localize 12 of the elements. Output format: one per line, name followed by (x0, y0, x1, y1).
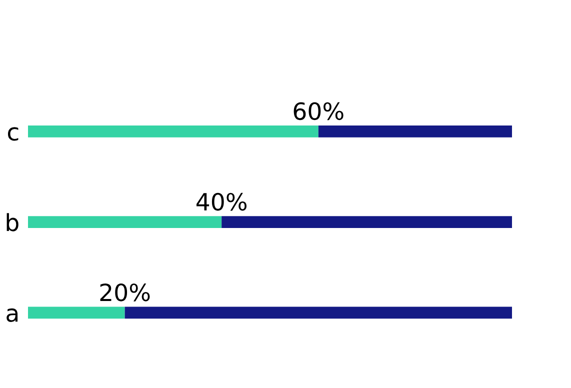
bar (222, 216, 512, 228)
bar (124, 306, 512, 319)
data-label: 40% (196, 192, 247, 211)
bar (28, 216, 222, 228)
y-tick-label: b (6, 213, 18, 232)
bar (28, 126, 318, 138)
data-label: 20% (100, 283, 150, 302)
bar (318, 126, 512, 138)
y-tick-label: c (8, 127, 18, 141)
bar (28, 306, 125, 319)
y-tick-label: a (6, 308, 18, 322)
data-label: 60% (294, 102, 344, 120)
